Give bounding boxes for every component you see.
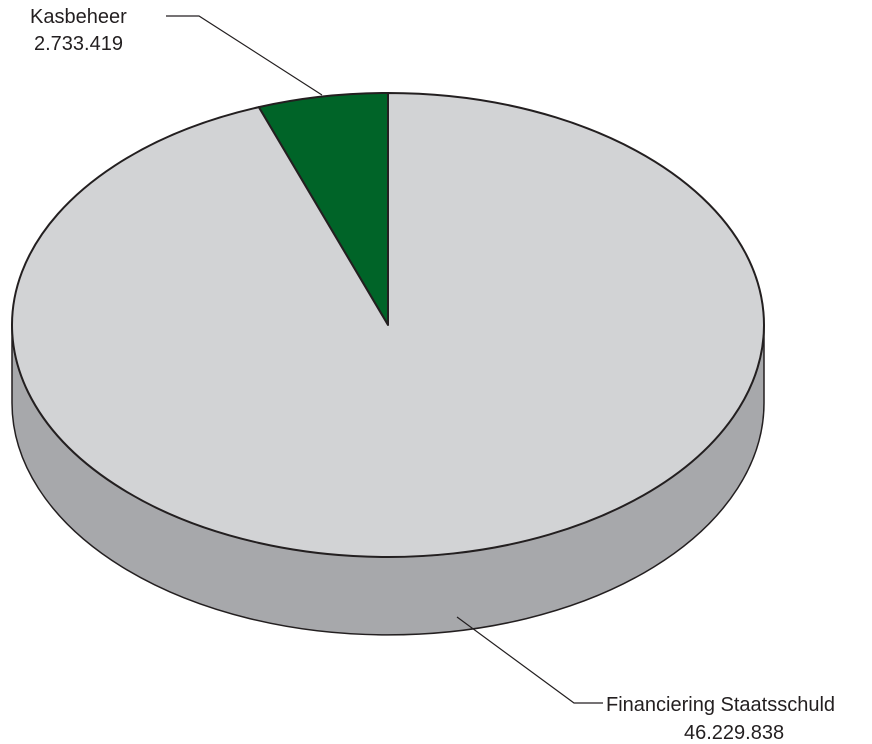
label-kasbeheer-value: 2.733.419 [34, 33, 123, 55]
label-financiering-name: Financiering Staatsschuld [606, 694, 835, 716]
pie-slice-financiering-staatsschuld [11, 92, 765, 558]
leader-line-financiering-staatsschuld [456, 616, 603, 704]
label-financiering-value: 46.229.838 [684, 722, 784, 744]
label-kasbeheer-name: Kasbeheer [30, 6, 127, 28]
leader-lines [166, 15, 603, 704]
leader-line-kasbeheer [166, 15, 323, 96]
pie-top [11, 92, 765, 558]
pie-slice-kasbeheer [257, 92, 389, 326]
data-labels: Kasbeheer 2.733.419 Financiering Staatss… [30, 6, 835, 744]
